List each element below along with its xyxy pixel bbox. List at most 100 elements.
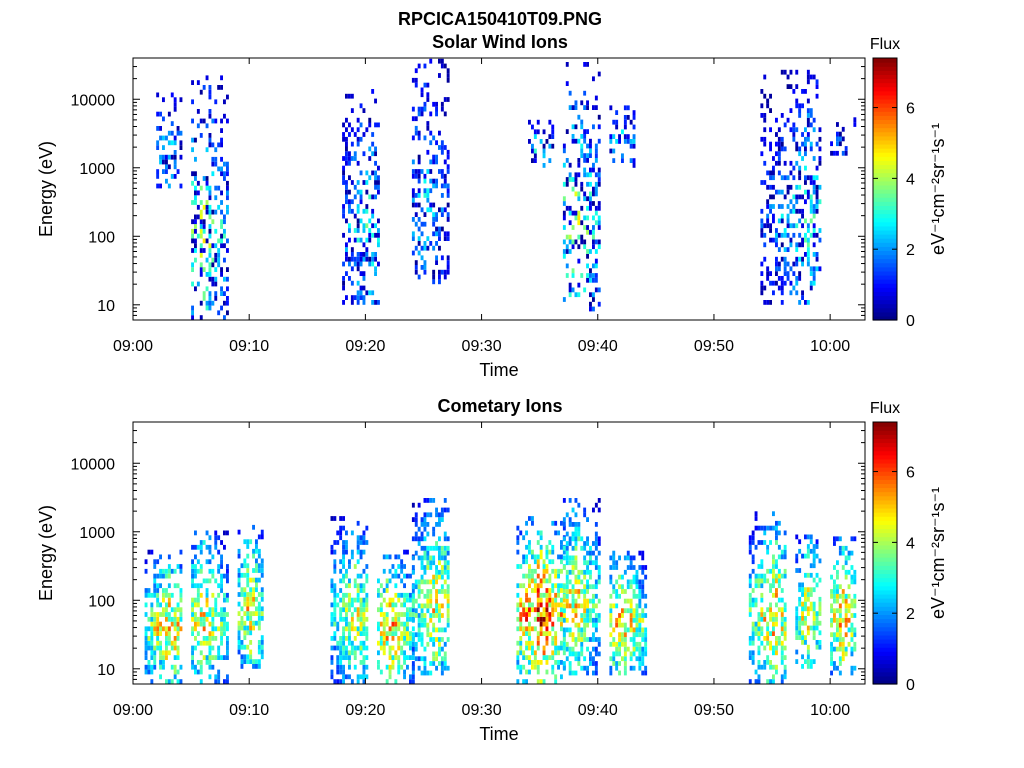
spectrogram-cell: [609, 565, 613, 570]
spectrogram-cell: [525, 655, 528, 660]
spectrogram-cell: [615, 110, 619, 115]
spectrogram-cell: [594, 502, 598, 508]
spectrogram-cell: [348, 640, 351, 646]
spectrogram-cell: [194, 669, 197, 675]
spectrogram-cell: [757, 660, 761, 665]
spectrogram-cell: [571, 646, 575, 652]
spectrogram-cell: [751, 650, 755, 656]
spectrogram-cell: [577, 593, 581, 599]
spectrogram-cell: [159, 621, 162, 627]
spectrogram-cell: [211, 219, 215, 225]
spectrogram-cell: [609, 579, 613, 585]
spectrogram-cell: [202, 219, 206, 225]
spectrogram-cell: [144, 655, 148, 660]
spectrogram-cell: [379, 583, 383, 589]
spectrogram-cell: [362, 242, 366, 248]
spectrogram-cell: [641, 651, 645, 657]
spectrogram-cell: [194, 530, 197, 536]
spectrogram-cell: [612, 641, 616, 647]
spectrogram-cell: [577, 191, 581, 197]
spectrogram-cell: [542, 621, 546, 627]
spectrogram-cell: [626, 550, 630, 556]
spectrogram-cell: [333, 549, 337, 555]
spectrogram-cell: [333, 540, 337, 545]
spectrogram-cell: [423, 665, 427, 671]
spectrogram-cell: [548, 588, 552, 593]
spectrogram-cell: [809, 625, 813, 631]
spectrogram-cell: [423, 241, 427, 246]
spectrogram-cell: [417, 241, 421, 246]
spectrogram-cell: [417, 226, 421, 232]
spectrogram-cell: [775, 592, 778, 598]
spectrogram-cell: [629, 665, 633, 671]
spectrogram-cell: [551, 588, 555, 593]
spectrogram-cell: [260, 572, 264, 578]
spectrogram-cell: [411, 502, 415, 508]
spectrogram-cell: [443, 507, 447, 513]
spectrogram-cell: [406, 626, 409, 632]
spectrogram-cell: [255, 611, 258, 616]
spectrogram-cell: [162, 655, 165, 660]
spectrogram-cell: [208, 185, 212, 191]
spectrogram-cell: [792, 204, 796, 209]
spectrogram-cell: [760, 208, 764, 214]
spectrogram-cell: [844, 651, 848, 657]
spectrogram-cell: [438, 608, 441, 614]
spectrogram-cell: [766, 568, 770, 574]
spectrogram-cell: [798, 587, 802, 593]
spectrogram-cell: [562, 201, 566, 206]
spectrogram-cell: [255, 606, 258, 612]
spectrogram-cell: [435, 226, 438, 232]
spectrogram-cell: [377, 237, 380, 243]
spectrogram-cell: [789, 223, 793, 229]
spectrogram-cell: [562, 196, 566, 202]
spectrogram-cell: [818, 611, 822, 616]
spectrogram-cell: [760, 592, 764, 598]
spectrogram-cell: [388, 554, 392, 560]
spectrogram-cell: [623, 627, 627, 633]
spectrogram-cell: [542, 578, 546, 584]
spectrogram-cell: [156, 645, 160, 651]
spectrogram-cell: [615, 579, 619, 585]
spectrogram-cell: [345, 156, 348, 161]
spectrogram-cell: [629, 637, 633, 642]
spectrogram-cell: [583, 560, 587, 566]
spectrogram-cell: [411, 626, 415, 632]
spectrogram-cell: [382, 588, 386, 593]
spectrogram-cell: [841, 545, 845, 551]
spectrogram-cell: [531, 148, 534, 154]
spectrogram-cell: [560, 540, 563, 545]
spectrogram-cell: [359, 256, 363, 262]
spectrogram-cell: [780, 607, 784, 613]
spectrogram-cell: [786, 261, 790, 267]
spectrogram-cell: [562, 608, 566, 614]
spectrogram-cell: [644, 613, 648, 618]
spectrogram-cell: [362, 655, 366, 660]
spectrogram-cell: [766, 544, 770, 550]
spectrogram-cell: [536, 636, 540, 641]
spectrogram-cell: [348, 151, 351, 157]
spectrogram-cell: [345, 141, 348, 147]
spectrogram-cell: [440, 255, 444, 261]
spectrogram-cell: [615, 617, 619, 623]
spectrogram-cell: [237, 601, 241, 607]
spectrogram-cell: [786, 247, 790, 252]
spectrogram-cell: [211, 118, 215, 124]
spectrogram-cell: [194, 156, 197, 162]
spectrogram-cell: [420, 531, 424, 537]
spectrogram-cell: [568, 205, 572, 211]
spectrogram-cell: [359, 535, 363, 541]
spectrogram-cell: [345, 573, 348, 579]
spectrogram-cell: [621, 613, 624, 618]
spectrogram-cell: [362, 588, 366, 593]
colorbar-segment: [873, 446, 897, 452]
spectrogram-cell: [359, 261, 363, 267]
spectrogram-cell: [589, 191, 592, 197]
spectrogram-cell: [838, 608, 842, 614]
spectrogram-cell: [539, 616, 543, 622]
spectrogram-cell: [426, 169, 430, 174]
spectrogram-cell: [830, 150, 833, 156]
spectrogram-cell: [594, 536, 598, 542]
spectrogram-cell: [202, 626, 206, 632]
spectrogram-cell: [199, 118, 203, 124]
